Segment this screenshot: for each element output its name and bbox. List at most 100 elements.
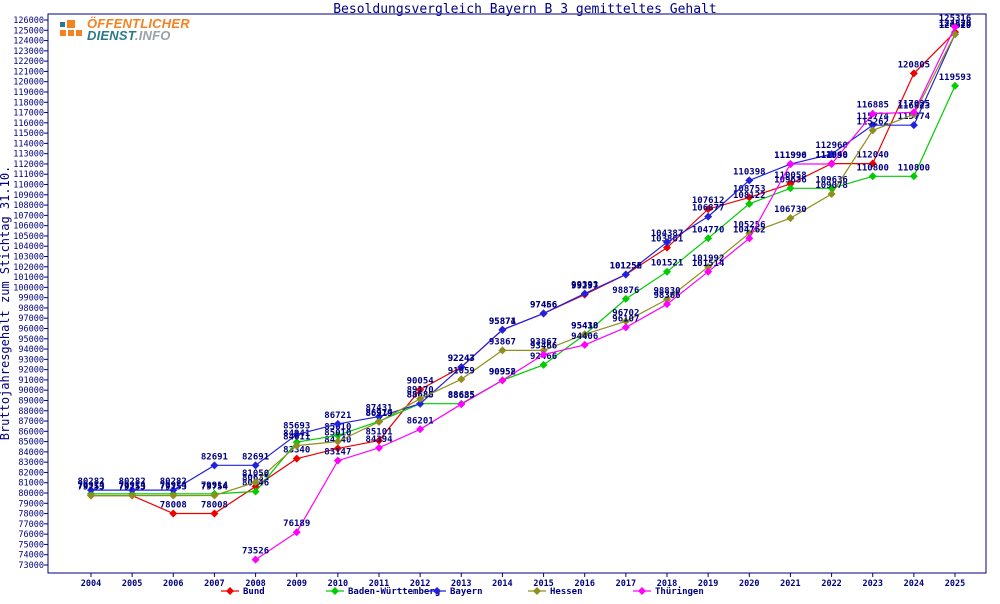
point-label: 117025 — [898, 99, 931, 109]
svg-text:92000: 92000 — [18, 366, 44, 376]
legend-item-th-ringen: Thüringen — [633, 586, 704, 597]
svg-text:77000: 77000 — [18, 520, 44, 530]
svg-text:75000: 75000 — [18, 540, 44, 550]
svg-text:83000: 83000 — [18, 458, 44, 468]
point-label: 115262 — [856, 117, 889, 127]
svg-text:112000: 112000 — [13, 160, 44, 170]
series-baden-w-rttemberg: 7991479914799147991480146849418561086974… — [77, 73, 971, 498]
svg-text:90000: 90000 — [18, 386, 44, 396]
point-label: 119593 — [939, 73, 972, 83]
svg-text:111000: 111000 — [13, 170, 44, 180]
svg-text:Thüringen: Thüringen — [655, 586, 704, 597]
point-label: 109636 — [774, 175, 807, 185]
svg-text:123000: 123000 — [13, 47, 44, 57]
svg-text:2011: 2011 — [369, 579, 389, 589]
point-label: 92247 — [448, 354, 475, 364]
point-label: 97456 — [530, 301, 557, 311]
point-label: 92243 — [448, 354, 475, 364]
svg-text:93000: 93000 — [18, 355, 44, 365]
point-label: 96702 — [612, 308, 639, 318]
svg-text:117000: 117000 — [13, 109, 44, 119]
point-label: 81050 — [242, 469, 269, 479]
point-label: 85693 — [283, 421, 310, 431]
point-label: 120805 — [898, 60, 931, 70]
point-label: 79754 — [201, 483, 229, 493]
svg-text:81000: 81000 — [18, 479, 44, 489]
svg-text:91000: 91000 — [18, 376, 44, 386]
point-label: 79914 — [201, 481, 229, 491]
point-label: 79914 — [77, 481, 105, 491]
point-label: 86201 — [407, 416, 434, 426]
series-bund: 7975379753780087800880635833408434085101… — [77, 19, 971, 518]
svg-text:2018: 2018 — [657, 579, 677, 589]
point-label: 90952 — [489, 367, 516, 377]
svg-text:80000: 80000 — [18, 489, 44, 499]
x-axis: 2004 2005 2006 2007 2008 2009 2010 2011 2012 2013… — [81, 573, 965, 589]
svg-text:2021: 2021 — [780, 579, 800, 589]
svg-text:94000: 94000 — [18, 345, 44, 355]
svg-text:2009: 2009 — [286, 579, 306, 589]
series-th-ringen: 73526 76189 83147 84394 86201 88635 90952 93466… — [242, 14, 971, 564]
point-label: 83340 — [283, 446, 310, 456]
point-label: 108122 — [733, 191, 766, 201]
svg-text:100000: 100000 — [13, 283, 44, 293]
point-label: 104762 — [733, 225, 766, 235]
svg-text:115000: 115000 — [13, 129, 44, 139]
point-label: 91059 — [448, 366, 475, 376]
point-label: 85101 — [365, 428, 392, 438]
logo-line2: DIENST.INFO — [87, 28, 171, 43]
point-label: 101252 — [610, 261, 643, 271]
point-label: 93867 — [530, 337, 557, 347]
svg-text:120000: 120000 — [13, 78, 44, 88]
svg-text:Bayern: Bayern — [450, 587, 483, 597]
point-label: 110800 — [898, 163, 931, 173]
svg-text:2020: 2020 — [739, 579, 759, 589]
point-label: 84611 — [283, 433, 310, 443]
point-label: 108753 — [733, 184, 766, 194]
point-label: 95874 — [489, 317, 517, 327]
logo-line1: ÖFFENTLICHER — [87, 16, 190, 31]
svg-text:2010: 2010 — [328, 579, 348, 589]
svg-text:78000: 78000 — [18, 510, 44, 520]
svg-text:89000: 89000 — [18, 396, 44, 406]
svg-text:104000: 104000 — [13, 242, 44, 252]
legend-item-bund: Bund — [221, 587, 265, 597]
point-label: 79914 — [119, 481, 147, 491]
point-label: 99393 — [571, 281, 598, 291]
point-label: 104387 — [651, 229, 684, 239]
y-axis-title: Bruttojahresgehalt zum Stichtag 31.10. — [0, 166, 12, 441]
point-label: 95438 — [571, 321, 598, 331]
point-label: 80282 — [77, 477, 104, 487]
point-label: 80282 — [119, 477, 146, 487]
svg-text:2023: 2023 — [862, 579, 882, 589]
svg-text:2024: 2024 — [904, 579, 924, 589]
point-label: 111990 — [774, 151, 807, 161]
point-label: 101521 — [651, 259, 684, 269]
svg-text:2019: 2019 — [698, 579, 718, 589]
svg-text:109000: 109000 — [13, 191, 44, 201]
point-label: 106730 — [774, 205, 807, 215]
svg-text:76000: 76000 — [18, 530, 44, 540]
svg-text:101000: 101000 — [13, 273, 44, 283]
point-label: 107612 — [692, 196, 725, 206]
series-bayern: 80282 80282 80282 82691 82691 85693 86721 87431… — [77, 21, 971, 495]
logo-squares-icon — [60, 20, 82, 36]
point-label: 94406 — [571, 332, 598, 342]
svg-text:87000: 87000 — [18, 417, 44, 427]
point-label: 98830 — [653, 286, 680, 296]
legend-item-bayern: Bayern — [428, 587, 483, 597]
point-label: 88685 — [448, 391, 475, 401]
point-label: 76189 — [283, 519, 310, 529]
point-label: 80282 — [160, 477, 187, 487]
point-label: 90958 — [489, 367, 516, 377]
svg-text:Bund: Bund — [243, 587, 265, 597]
legend: Bund Baden-Württemberg Bayern Hessen Thüring… — [221, 586, 704, 597]
point-label: 86721 — [324, 411, 351, 421]
svg-text:86000: 86000 — [18, 427, 44, 437]
svg-text:102000: 102000 — [13, 263, 44, 273]
svg-text:2022: 2022 — [821, 579, 841, 589]
svg-text:107000: 107000 — [13, 211, 44, 221]
svg-text:103000: 103000 — [13, 253, 44, 263]
